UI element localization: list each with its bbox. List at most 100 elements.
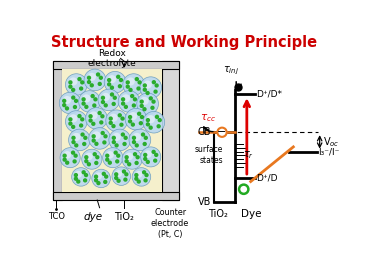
Circle shape [110,92,114,97]
Text: dye: dye [84,212,103,222]
Circle shape [139,121,143,125]
Circle shape [68,121,73,126]
Circle shape [107,78,111,82]
Circle shape [63,151,71,159]
Circle shape [66,74,87,95]
Circle shape [87,80,91,84]
Circle shape [143,178,148,183]
Text: D⁺/D: D⁺/D [256,174,278,183]
Circle shape [105,154,110,158]
Circle shape [141,97,149,105]
Circle shape [132,140,136,144]
Circle shape [153,158,158,163]
Circle shape [152,150,156,154]
Circle shape [144,80,152,89]
Circle shape [141,147,161,167]
Circle shape [126,84,130,89]
Circle shape [112,133,121,141]
Circle shape [84,155,88,159]
Circle shape [114,176,118,180]
Circle shape [104,103,108,107]
Bar [53,61,178,69]
Circle shape [118,91,140,112]
Circle shape [92,134,96,139]
Circle shape [127,162,131,166]
Circle shape [92,138,96,143]
Circle shape [136,86,141,91]
Circle shape [71,125,75,129]
Circle shape [83,178,87,183]
Circle shape [134,161,139,165]
Circle shape [106,151,114,159]
Circle shape [143,153,147,157]
Circle shape [115,170,122,177]
Circle shape [129,129,151,151]
Circle shape [100,114,105,118]
Circle shape [90,94,95,98]
Circle shape [140,99,144,104]
Circle shape [115,159,119,163]
Circle shape [87,162,91,166]
Text: surface
states: surface states [194,145,223,165]
Circle shape [142,170,146,174]
Circle shape [98,111,102,115]
Circle shape [69,129,90,151]
Circle shape [120,116,125,121]
Circle shape [110,85,114,90]
Circle shape [155,115,159,119]
Circle shape [148,96,153,100]
Circle shape [101,96,105,100]
Circle shape [135,77,139,81]
Circle shape [79,123,83,128]
Circle shape [80,132,85,137]
Circle shape [132,136,136,140]
Circle shape [68,117,73,121]
Circle shape [74,173,78,177]
Circle shape [122,149,142,169]
Bar [53,61,62,200]
Circle shape [124,105,128,109]
Circle shape [76,179,81,184]
Circle shape [92,131,100,140]
Text: −: − [217,127,227,137]
Circle shape [154,83,159,88]
Circle shape [143,157,147,161]
Circle shape [74,143,78,147]
Circle shape [66,111,87,132]
Circle shape [121,97,125,102]
Circle shape [81,97,86,102]
Circle shape [82,149,102,169]
Circle shape [85,152,93,160]
Circle shape [129,112,137,120]
Circle shape [95,155,99,159]
Circle shape [112,136,116,140]
Text: Counter
electrode
(Pt, C): Counter electrode (Pt, C) [151,208,189,239]
Circle shape [102,140,106,145]
Text: Structure and Working Principle: Structure and Working Principle [51,35,317,50]
Circle shape [74,177,78,181]
Circle shape [112,167,130,185]
Circle shape [124,159,129,163]
Circle shape [140,104,144,108]
Circle shape [77,77,82,81]
Circle shape [71,95,75,100]
Circle shape [156,124,161,128]
Circle shape [83,136,87,140]
Circle shape [116,75,120,79]
Circle shape [126,77,135,85]
Circle shape [84,105,88,109]
Circle shape [118,84,122,88]
Circle shape [119,78,123,82]
Circle shape [62,103,66,107]
Circle shape [96,181,100,185]
Circle shape [146,122,150,126]
Circle shape [94,174,98,179]
Circle shape [142,88,147,92]
Circle shape [126,152,133,160]
Circle shape [74,99,78,103]
Circle shape [59,92,81,114]
Circle shape [82,94,91,103]
Circle shape [63,158,67,162]
Circle shape [108,121,113,125]
Circle shape [123,136,128,140]
